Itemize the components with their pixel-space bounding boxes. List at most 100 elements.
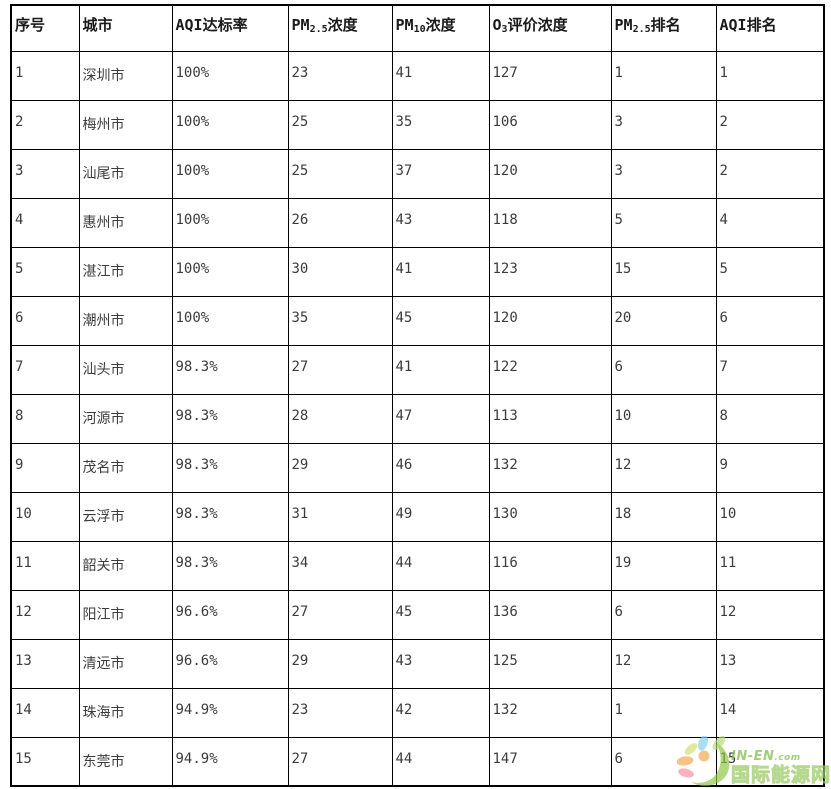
cell-pm25: 23 xyxy=(287,687,393,738)
cell-aqi_rank: 5 xyxy=(715,246,825,297)
cell-index: 14 xyxy=(10,687,80,738)
city-air-quality-table: 序号 城市 AQI达标率 PM2.5浓度 PM10浓度 O3评价浓度 PM2.5排名 AQI排… xyxy=(10,4,825,787)
cell-city: 韶关市 xyxy=(78,540,173,591)
cell-pm25_rank: 5 xyxy=(610,197,717,248)
cell-index: 9 xyxy=(10,442,80,493)
table-row: 10 云浮市 98.3% 31 49 130 18 10 xyxy=(10,491,825,542)
cell-pm25_rank: 6 xyxy=(610,589,717,640)
table-row: 2 梅州市 100% 25 35 106 3 2 xyxy=(10,99,825,150)
cell-pm25: 27 xyxy=(287,344,393,395)
cell-aqi_rank: 13 xyxy=(715,638,825,689)
cell-pm25_rank: 18 xyxy=(610,491,717,542)
cell-aqi_rate: 94.9% xyxy=(171,736,289,787)
table-row: 15 东莞市 94.9% 27 44 147 6 15 xyxy=(10,736,825,787)
cell-o3: 106 xyxy=(488,99,612,150)
cell-city: 梅州市 xyxy=(78,99,173,150)
cell-aqi_rank: 8 xyxy=(715,393,825,444)
cell-pm25_rank: 1 xyxy=(610,687,717,738)
cell-pm10: 46 xyxy=(391,442,490,493)
cell-city: 汕头市 xyxy=(78,344,173,395)
cell-aqi_rank: 10 xyxy=(715,491,825,542)
cell-o3: 136 xyxy=(488,589,612,640)
cell-pm10: 47 xyxy=(391,393,490,444)
cell-city: 云浮市 xyxy=(78,491,173,542)
cell-aqi_rank: 11 xyxy=(715,540,825,591)
cell-pm10: 37 xyxy=(391,148,490,199)
cell-pm25: 29 xyxy=(287,638,393,689)
cell-aqi_rank: 1 xyxy=(715,50,825,101)
cell-pm25: 23 xyxy=(287,50,393,101)
cell-o3: 125 xyxy=(488,638,612,689)
cell-pm25_rank: 20 xyxy=(610,295,717,346)
cell-o3: 120 xyxy=(488,148,612,199)
cell-aqi_rate: 98.3% xyxy=(171,344,289,395)
cell-aqi_rate: 94.9% xyxy=(171,687,289,738)
cell-pm25_rank: 12 xyxy=(610,442,717,493)
cell-aqi_rank: 15 xyxy=(715,736,825,787)
table-row: 11 韶关市 98.3% 34 44 116 19 11 xyxy=(10,540,825,591)
cell-o3: 120 xyxy=(488,295,612,346)
cell-o3: 123 xyxy=(488,246,612,297)
cell-index: 13 xyxy=(10,638,80,689)
cell-pm25_rank: 10 xyxy=(610,393,717,444)
cell-aqi_rate: 100% xyxy=(171,246,289,297)
header-row: 序号 城市 AQI达标率 PM2.5浓度 PM10浓度 O3评价浓度 PM2.5排名 AQI排… xyxy=(10,4,825,52)
cell-index: 2 xyxy=(10,99,80,150)
cell-aqi_rate: 98.3% xyxy=(171,393,289,444)
cell-pm25: 31 xyxy=(287,491,393,542)
cell-o3: 147 xyxy=(488,736,612,787)
table-row: 4 惠州市 100% 26 43 118 5 4 xyxy=(10,197,825,248)
table-row: 7 汕头市 98.3% 27 41 122 6 7 xyxy=(10,344,825,395)
table-row: 1 深圳市 100% 23 41 127 1 1 xyxy=(10,50,825,101)
col-header-pm10: PM10浓度 xyxy=(391,4,490,52)
cell-pm25_rank: 1 xyxy=(610,50,717,101)
cell-aqi_rate: 100% xyxy=(171,148,289,199)
cell-index: 15 xyxy=(10,736,80,787)
col-header-aqi_rank: AQI排名 xyxy=(715,4,825,52)
cell-aqi_rank: 9 xyxy=(715,442,825,493)
table-row: 13 清远市 96.6% 29 43 125 12 13 xyxy=(10,638,825,689)
col-header-pm25: PM2.5浓度 xyxy=(287,4,393,52)
table-row: 5 湛江市 100% 30 41 123 15 5 xyxy=(10,246,825,297)
cell-pm10: 41 xyxy=(391,50,490,101)
cell-pm10: 45 xyxy=(391,295,490,346)
cell-pm25: 28 xyxy=(287,393,393,444)
cell-pm10: 41 xyxy=(391,246,490,297)
cell-city: 深圳市 xyxy=(78,50,173,101)
cell-index: 1 xyxy=(10,50,80,101)
cell-pm10: 43 xyxy=(391,197,490,248)
table-row: 12 阳江市 96.6% 27 45 136 6 12 xyxy=(10,589,825,640)
cell-aqi_rank: 2 xyxy=(715,148,825,199)
cell-pm25: 26 xyxy=(287,197,393,248)
cell-city: 东莞市 xyxy=(78,736,173,787)
cell-aqi_rate: 100% xyxy=(171,99,289,150)
cell-aqi_rate: 96.6% xyxy=(171,589,289,640)
cell-pm25_rank: 6 xyxy=(610,344,717,395)
cell-city: 惠州市 xyxy=(78,197,173,248)
cell-index: 12 xyxy=(10,589,80,640)
cell-o3: 130 xyxy=(488,491,612,542)
cell-city: 潮州市 xyxy=(78,295,173,346)
cell-city: 河源市 xyxy=(78,393,173,444)
cell-city: 汕尾市 xyxy=(78,148,173,199)
cell-pm10: 41 xyxy=(391,344,490,395)
cell-pm10: 42 xyxy=(391,687,490,738)
table-row: 6 潮州市 100% 35 45 120 20 6 xyxy=(10,295,825,346)
cell-pm25_rank: 19 xyxy=(610,540,717,591)
table-header: 序号 城市 AQI达标率 PM2.5浓度 PM10浓度 O3评价浓度 PM2.5排名 AQI排… xyxy=(10,4,825,52)
cell-aqi_rank: 2 xyxy=(715,99,825,150)
cell-pm25_rank: 3 xyxy=(610,148,717,199)
cell-city: 茂名市 xyxy=(78,442,173,493)
cell-aqi_rate: 100% xyxy=(171,50,289,101)
cell-pm10: 44 xyxy=(391,540,490,591)
cell-index: 5 xyxy=(10,246,80,297)
cell-aqi_rank: 12 xyxy=(715,589,825,640)
cell-pm25: 27 xyxy=(287,736,393,787)
cell-pm25: 34 xyxy=(287,540,393,591)
cell-pm25_rank: 6 xyxy=(610,736,717,787)
cell-pm10: 49 xyxy=(391,491,490,542)
cell-pm25: 29 xyxy=(287,442,393,493)
cell-index: 11 xyxy=(10,540,80,591)
cell-pm25: 25 xyxy=(287,148,393,199)
cell-o3: 118 xyxy=(488,197,612,248)
